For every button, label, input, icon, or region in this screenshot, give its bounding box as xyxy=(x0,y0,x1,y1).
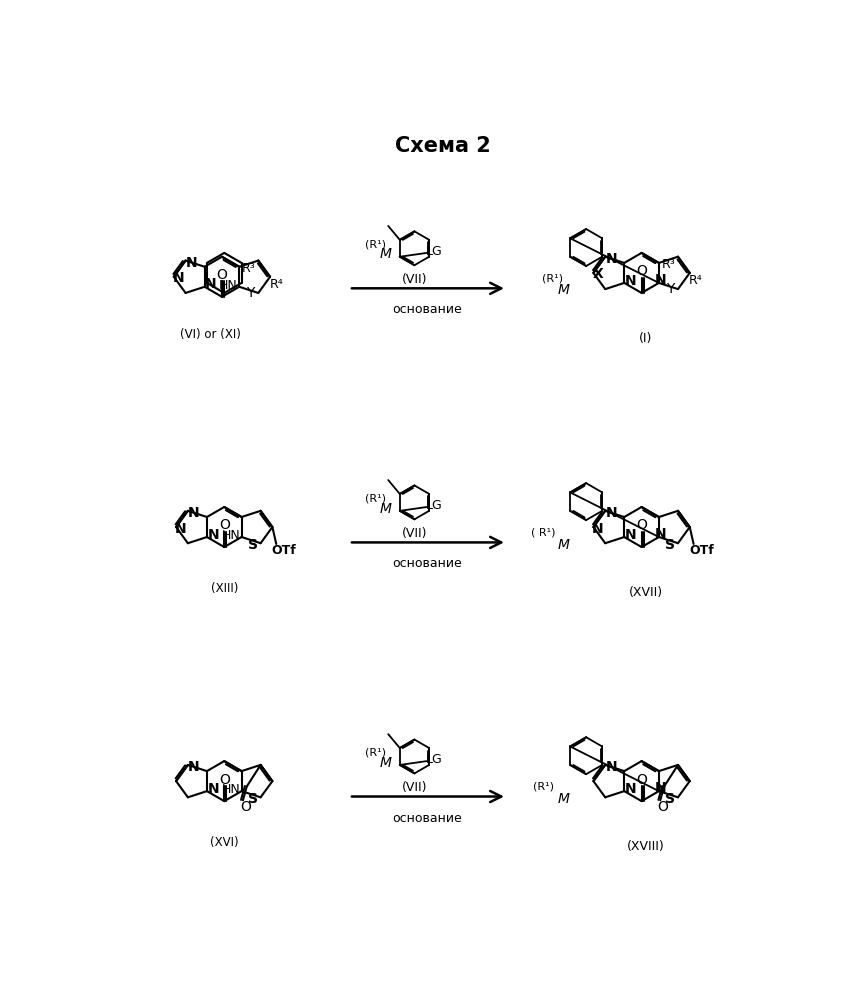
Text: S: S xyxy=(248,792,258,806)
Text: (VII): (VII) xyxy=(401,781,427,794)
Text: M: M xyxy=(380,248,392,262)
Text: R³: R³ xyxy=(662,258,676,271)
Text: LG: LG xyxy=(426,245,443,258)
Text: N: N xyxy=(625,274,637,287)
Text: OTf: OTf xyxy=(272,544,297,557)
Text: N: N xyxy=(205,277,216,291)
Text: (XVIII): (XVIII) xyxy=(626,840,664,853)
Text: O: O xyxy=(636,518,647,532)
Text: HN: HN xyxy=(219,278,238,291)
Text: N: N xyxy=(189,760,200,774)
Text: LG: LG xyxy=(426,498,443,512)
Text: (I): (I) xyxy=(638,332,652,345)
Text: (R¹): (R¹) xyxy=(541,274,563,283)
Text: N: N xyxy=(655,781,666,795)
Text: O: O xyxy=(219,518,230,532)
Text: O: O xyxy=(636,773,647,787)
Text: N: N xyxy=(175,521,187,535)
Text: N: N xyxy=(173,272,184,285)
Text: N: N xyxy=(208,782,219,796)
Text: N: N xyxy=(186,256,197,270)
Text: O: O xyxy=(216,269,227,282)
Text: M: M xyxy=(380,501,392,515)
Text: O: O xyxy=(219,773,230,787)
Text: (XVII): (XVII) xyxy=(628,586,663,599)
Text: Y: Y xyxy=(247,286,255,300)
Text: N: N xyxy=(208,528,219,542)
Text: O: O xyxy=(636,265,647,278)
Text: N: N xyxy=(189,506,200,520)
Text: (VI) or (XI): (VI) or (XI) xyxy=(180,328,240,341)
Text: основание: основание xyxy=(393,558,463,571)
Text: N: N xyxy=(606,760,618,774)
Text: S: S xyxy=(665,792,676,806)
Text: ( R¹): ( R¹) xyxy=(531,527,555,537)
Text: OTf: OTf xyxy=(689,544,714,557)
Text: M: M xyxy=(558,282,570,297)
Text: HN: HN xyxy=(221,783,240,796)
Text: N: N xyxy=(625,528,637,542)
Text: (XIII): (XIII) xyxy=(210,582,238,596)
Text: N: N xyxy=(593,521,604,535)
Text: R⁴: R⁴ xyxy=(269,277,283,291)
Text: R⁴: R⁴ xyxy=(689,275,702,287)
Text: N: N xyxy=(606,506,618,520)
Text: R³: R³ xyxy=(242,262,256,275)
Text: основание: основание xyxy=(393,812,463,825)
Text: Y: Y xyxy=(666,282,675,296)
Text: (R¹): (R¹) xyxy=(365,747,387,758)
Text: X: X xyxy=(593,268,604,281)
Text: S: S xyxy=(248,538,258,552)
Text: M: M xyxy=(380,756,392,770)
Text: N: N xyxy=(625,782,637,796)
Text: O: O xyxy=(240,800,251,814)
Text: (VII): (VII) xyxy=(401,526,427,540)
Text: S: S xyxy=(665,538,676,552)
Text: (VII): (VII) xyxy=(401,273,427,285)
Text: HN: HN xyxy=(221,529,240,542)
Text: LG: LG xyxy=(426,753,443,766)
Text: N: N xyxy=(606,252,618,266)
Text: M: M xyxy=(558,792,570,806)
Text: N: N xyxy=(655,527,666,541)
Text: (R¹): (R¹) xyxy=(365,494,387,503)
Text: основание: основание xyxy=(393,303,463,316)
Text: (XVI): (XVI) xyxy=(210,836,239,849)
Text: M: M xyxy=(558,538,570,552)
Text: (R¹): (R¹) xyxy=(365,240,387,250)
Text: (R¹): (R¹) xyxy=(533,782,554,792)
Text: Схема 2: Схема 2 xyxy=(395,136,490,156)
Text: O: O xyxy=(657,800,668,814)
Text: N: N xyxy=(655,273,666,286)
